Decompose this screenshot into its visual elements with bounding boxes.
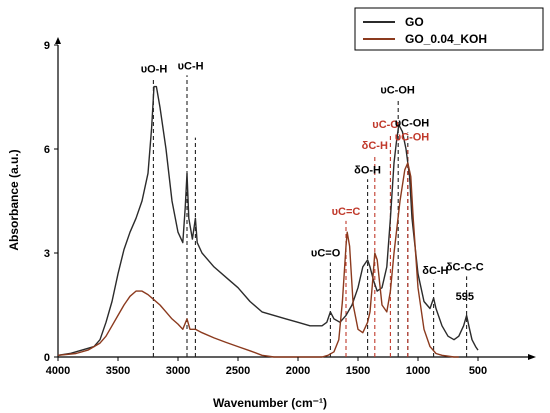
series-go-line bbox=[57, 85, 479, 356]
peak-annotation: δC-C-C bbox=[446, 261, 484, 273]
x-tick-label: 1500 bbox=[346, 365, 370, 377]
peak-annotation: υC-H bbox=[178, 60, 204, 72]
peak-annotation: υC=C bbox=[332, 206, 361, 218]
peak-annotation: 595 bbox=[456, 291, 474, 303]
legend-label: GO bbox=[405, 15, 424, 29]
x-tick-label: 500 bbox=[469, 365, 487, 377]
x-tick-label: 4000 bbox=[46, 365, 70, 377]
peak-marker-lines bbox=[152, 75, 468, 357]
series-layer bbox=[57, 85, 479, 358]
y-axis-label: Absorbance (a.u.) bbox=[7, 149, 21, 250]
peak-annotation: υC-OH bbox=[380, 85, 415, 97]
peak-annotation: υC-O bbox=[372, 119, 399, 131]
peak-annotation: δO-H bbox=[354, 164, 381, 176]
y-axis-ticks: 0 3 6 9 bbox=[44, 40, 58, 364]
legend-label: GO_0.04_KOH bbox=[405, 32, 487, 46]
peak-annotation: υC-OH bbox=[395, 117, 430, 129]
x-tick-label: 3500 bbox=[106, 365, 130, 377]
plot-frame bbox=[55, 37, 536, 360]
y-tick-label: 3 bbox=[44, 248, 50, 260]
x-tick-label: 2000 bbox=[286, 365, 310, 377]
legend-box bbox=[354, 7, 544, 51]
peak-annotation: υO-H bbox=[141, 64, 168, 76]
peak-annotation: δC-H bbox=[362, 140, 388, 152]
peak-annotation: υC-OH bbox=[395, 131, 430, 143]
peak-annotation: δC-H bbox=[422, 265, 448, 277]
x-axis-arrow bbox=[528, 354, 536, 360]
series-go-koh-line bbox=[57, 162, 459, 358]
y-tick-label: 6 bbox=[44, 144, 50, 156]
x-axis-ticks: 4000 3500 3000 2500 2000 1500 1000 500 bbox=[46, 357, 487, 377]
y-tick-label: 9 bbox=[44, 40, 50, 52]
y-tick-label: 0 bbox=[44, 352, 50, 364]
y-axis-arrow bbox=[55, 37, 61, 44]
peak-annotation: υC=O bbox=[311, 247, 341, 259]
legend: GO GO_0.04_KOH bbox=[354, 7, 544, 51]
annotation-layer: υO-H υC-HυC=OυC=CδO-HδC-HυC-OυC-OHυC-OHυC… bbox=[141, 60, 484, 303]
x-tick-label: 2500 bbox=[226, 365, 250, 377]
x-axis-label: Wavenumber (cm⁻¹) bbox=[213, 396, 327, 410]
x-tick-label: 1000 bbox=[406, 365, 430, 377]
x-tick-label: 3000 bbox=[166, 365, 190, 377]
